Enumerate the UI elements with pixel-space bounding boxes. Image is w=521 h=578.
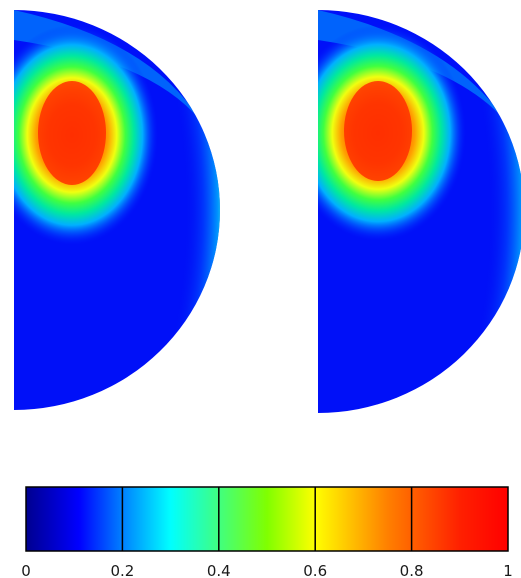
colorbar-tick-label: 0.2	[110, 562, 134, 578]
colorbar-gradient	[25, 486, 509, 552]
colorbar-tick-labels: 0 0.2 0.4 0.6 0.8 1	[21, 562, 513, 578]
left-field-panel	[14, 10, 220, 410]
colorbar-tick-label: 0	[21, 562, 31, 578]
colorbar: 0 0.2 0.4 0.6 0.8 1	[21, 486, 513, 578]
colorbar-tick-label: 0.6	[303, 562, 327, 578]
right-field-panel	[318, 10, 521, 413]
colorbar-tick-label: 0.8	[400, 562, 424, 578]
colorbar-ticks	[121, 487, 413, 551]
colorbar-tick-label: 1	[503, 562, 513, 578]
colorbar-tick-label: 0.4	[207, 562, 231, 578]
